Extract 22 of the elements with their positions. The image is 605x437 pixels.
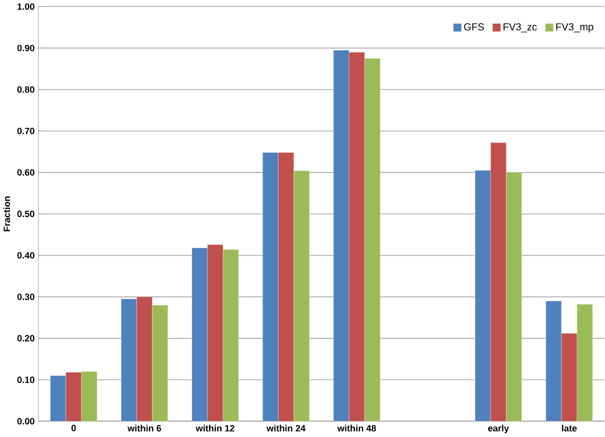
legend-label: FV3_mp: [556, 23, 594, 33]
y-axis-title: Fraction: [3, 196, 10, 232]
y-tick-label: 0.60: [17, 169, 34, 176]
x-tick-label: within 48: [337, 424, 376, 432]
y-tick-label: 0.10: [17, 376, 34, 384]
y-tick-label: 0.00: [17, 418, 34, 425]
legend-label: FV3_zc: [504, 23, 537, 33]
y-tick-label: 0.50: [17, 210, 34, 218]
x-tick-label: within 12: [196, 424, 234, 432]
x-tick-label: within 24: [266, 424, 306, 432]
y-tick-label: 0.90: [17, 44, 34, 52]
y-tick-label: 0.20: [17, 335, 34, 342]
y-tick-label: 0.70: [17, 128, 34, 134]
x-tick-label: within 6: [128, 424, 162, 432]
y-tick-label: 0.80: [17, 86, 34, 93]
legend-label: GFS: [464, 23, 484, 31]
y-tick-label: 0.40: [17, 252, 34, 259]
y-tick-label: 0.30: [17, 294, 34, 300]
x-tick-label: late: [562, 424, 577, 432]
x-tick-label: early: [488, 424, 509, 434]
y-tick-label: 1.00: [18, 4, 34, 10]
x-tick-label: 0: [72, 424, 76, 432]
